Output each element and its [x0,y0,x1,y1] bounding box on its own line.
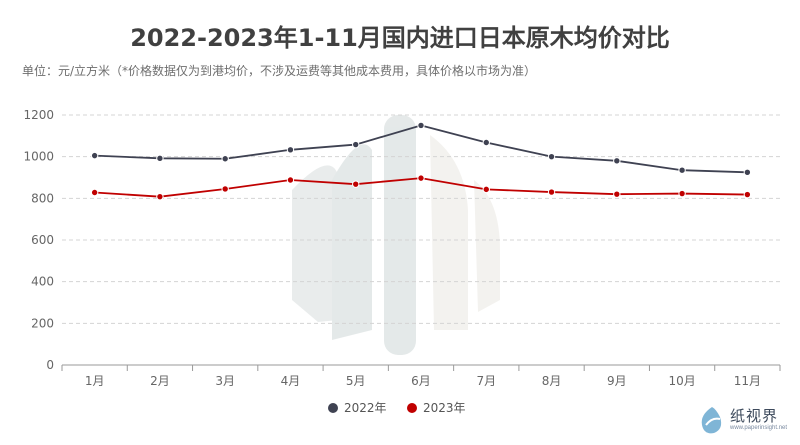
y-tick-label: 0 [46,358,54,372]
legend-label: 2022年 [344,401,387,415]
series-1-point [743,190,752,199]
logo-brand-text: 纸视界 [730,407,779,425]
legend-marker [328,403,338,413]
gridlines [62,114,780,324]
series-0-point [352,140,360,149]
x-tick-label: 1月 [85,374,105,388]
y-tick-label: 200 [31,316,54,330]
x-tick-label: 3月 [215,374,235,388]
y-tick-label: 800 [31,191,54,205]
series-1-point [286,176,295,184]
logo-icon [701,407,722,434]
x-tick-label: 7月 [476,374,496,388]
series-1-point [90,188,99,197]
series-0-point [417,121,425,130]
series-1-point [547,188,556,196]
series-0-point [221,155,229,163]
series-1-point [613,190,621,198]
x-axis-ticks: 1月 2月 3月 4月 5月 6月 7月 8月 9月 10月 11月 [61,365,781,388]
series-0-point [678,166,686,174]
legend-label: 2023年 [423,401,466,415]
series-0-point [743,168,752,176]
y-tick-label: 600 [31,233,54,247]
series-0-point [482,138,490,147]
x-tick-label: 11月 [734,374,761,388]
series-1-point [482,185,490,194]
series-line-0 [94,124,748,174]
chart-title: 2022-2023年1-11月国内进口日本原木均价对比 [130,24,670,52]
series-1-point [417,174,425,182]
series-0-point [286,146,295,154]
legend-item-0[interactable]: 2022年 [328,401,387,415]
series-0-point [156,154,164,163]
y-tick-label: 400 [31,275,54,289]
series-0-point [547,152,556,161]
series-1-point [678,189,686,198]
x-tick-label: 4月 [281,374,301,388]
chart-subtitle: 单位：元/立方米（*价格数据仅为到港均价，不涉及运费等其他成本费用，具体价格以市… [22,64,537,78]
x-tick-label: 8月 [542,374,562,388]
series-0-point [90,151,99,160]
y-tick-label: 1200 [23,108,54,122]
legend[interactable]: 2022年 2023年 [328,401,466,415]
series-1-point [352,180,360,188]
logo-url-text: www.paperinsight.net [730,425,788,431]
y-axis-ticks: 0 200 400 600 800 1000 1200 [23,108,54,372]
x-tick-label: 2月 [150,374,170,388]
background-watermark [292,115,500,355]
x-tick-label: 10月 [668,374,695,388]
series-1-point [156,192,164,201]
series-layer [90,121,752,201]
x-tick-label: 9月 [607,374,627,388]
watermark-logo: 纸视界 www.paperinsight.net [696,403,792,439]
x-tick-label: 6月 [411,374,431,388]
x-tick-label: 5月 [346,374,366,388]
legend-marker [407,403,417,413]
y-tick-label: 1000 [23,150,54,164]
series-1-point [221,185,229,193]
legend-item-1[interactable]: 2023年 [407,401,466,415]
series-0-point [613,157,621,165]
